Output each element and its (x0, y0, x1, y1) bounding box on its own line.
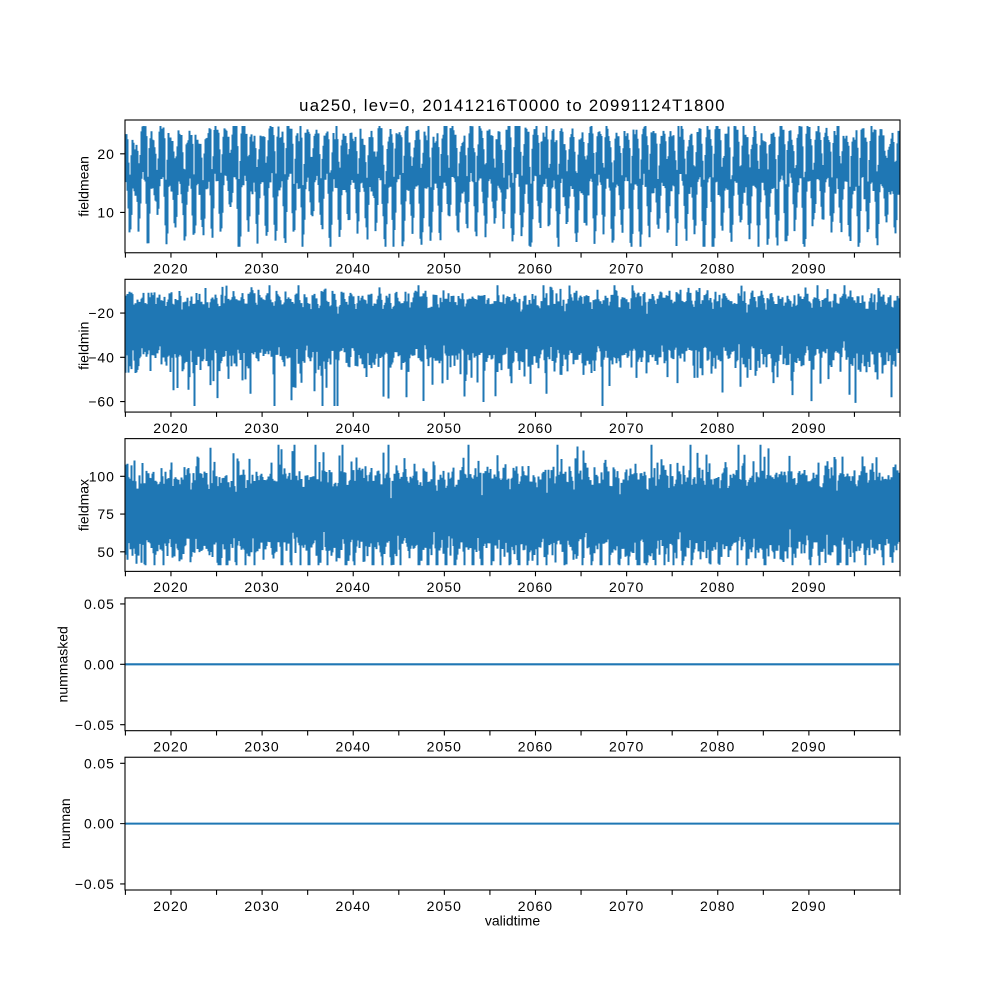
svg-text:fieldmax: fieldmax (75, 479, 91, 531)
svg-text:0.00: 0.00 (84, 816, 115, 832)
svg-text:2060: 2060 (518, 898, 553, 914)
svg-text:nummasked: nummasked (55, 626, 71, 702)
svg-text:2040: 2040 (336, 738, 371, 754)
svg-text:2070: 2070 (609, 420, 644, 436)
svg-text:2090: 2090 (791, 420, 826, 436)
svg-text:2020: 2020 (153, 261, 188, 277)
svg-text:−60: −60 (88, 394, 114, 410)
svg-text:ua250, lev=0, 20141216T0000 to: ua250, lev=0, 20141216T0000 to 20991124T… (299, 96, 726, 115)
svg-text:2090: 2090 (791, 579, 826, 595)
svg-text:2020: 2020 (153, 579, 188, 595)
svg-text:fieldmean: fieldmean (75, 156, 91, 217)
svg-text:2080: 2080 (700, 261, 735, 277)
svg-text:2030: 2030 (244, 420, 279, 436)
svg-text:2080: 2080 (700, 579, 735, 595)
svg-text:2080: 2080 (700, 898, 735, 914)
svg-text:2040: 2040 (336, 420, 371, 436)
svg-text:validtime: validtime (485, 913, 540, 929)
svg-text:−0.05: −0.05 (75, 876, 115, 892)
svg-text:2090: 2090 (791, 261, 826, 277)
svg-text:−0.05: −0.05 (75, 717, 115, 733)
svg-text:2060: 2060 (518, 579, 553, 595)
svg-text:−40: −40 (88, 349, 114, 365)
svg-text:0.05: 0.05 (84, 596, 115, 612)
svg-text:−20: −20 (88, 305, 114, 321)
svg-text:20: 20 (97, 146, 114, 162)
svg-text:2050: 2050 (427, 261, 462, 277)
svg-text:2040: 2040 (336, 898, 371, 914)
svg-text:2020: 2020 (153, 738, 188, 754)
svg-text:2070: 2070 (609, 261, 644, 277)
svg-text:2080: 2080 (700, 420, 735, 436)
svg-text:75: 75 (97, 506, 114, 522)
svg-text:2020: 2020 (153, 420, 188, 436)
svg-text:2050: 2050 (427, 738, 462, 754)
svg-text:2040: 2040 (336, 579, 371, 595)
svg-text:2070: 2070 (609, 898, 644, 914)
svg-text:2050: 2050 (427, 898, 462, 914)
svg-text:2030: 2030 (244, 898, 279, 914)
svg-text:0.05: 0.05 (84, 755, 115, 771)
svg-text:2040: 2040 (336, 261, 371, 277)
svg-text:2060: 2060 (518, 420, 553, 436)
svg-text:50: 50 (97, 544, 114, 560)
svg-text:2080: 2080 (700, 738, 735, 754)
svg-text:2050: 2050 (427, 420, 462, 436)
svg-text:2050: 2050 (427, 579, 462, 595)
svg-text:fieldmin: fieldmin (75, 322, 91, 370)
svg-text:2090: 2090 (791, 898, 826, 914)
svg-text:2030: 2030 (244, 579, 279, 595)
svg-text:2060: 2060 (518, 261, 553, 277)
svg-text:numnan: numnan (57, 798, 73, 849)
svg-text:2070: 2070 (609, 738, 644, 754)
svg-text:2060: 2060 (518, 738, 553, 754)
svg-text:100: 100 (89, 468, 115, 484)
svg-text:10: 10 (97, 204, 114, 220)
svg-text:2030: 2030 (244, 738, 279, 754)
svg-text:2070: 2070 (609, 579, 644, 595)
svg-text:2030: 2030 (244, 261, 279, 277)
svg-text:0.00: 0.00 (84, 656, 115, 672)
svg-text:2020: 2020 (153, 898, 188, 914)
svg-text:2090: 2090 (791, 738, 826, 754)
